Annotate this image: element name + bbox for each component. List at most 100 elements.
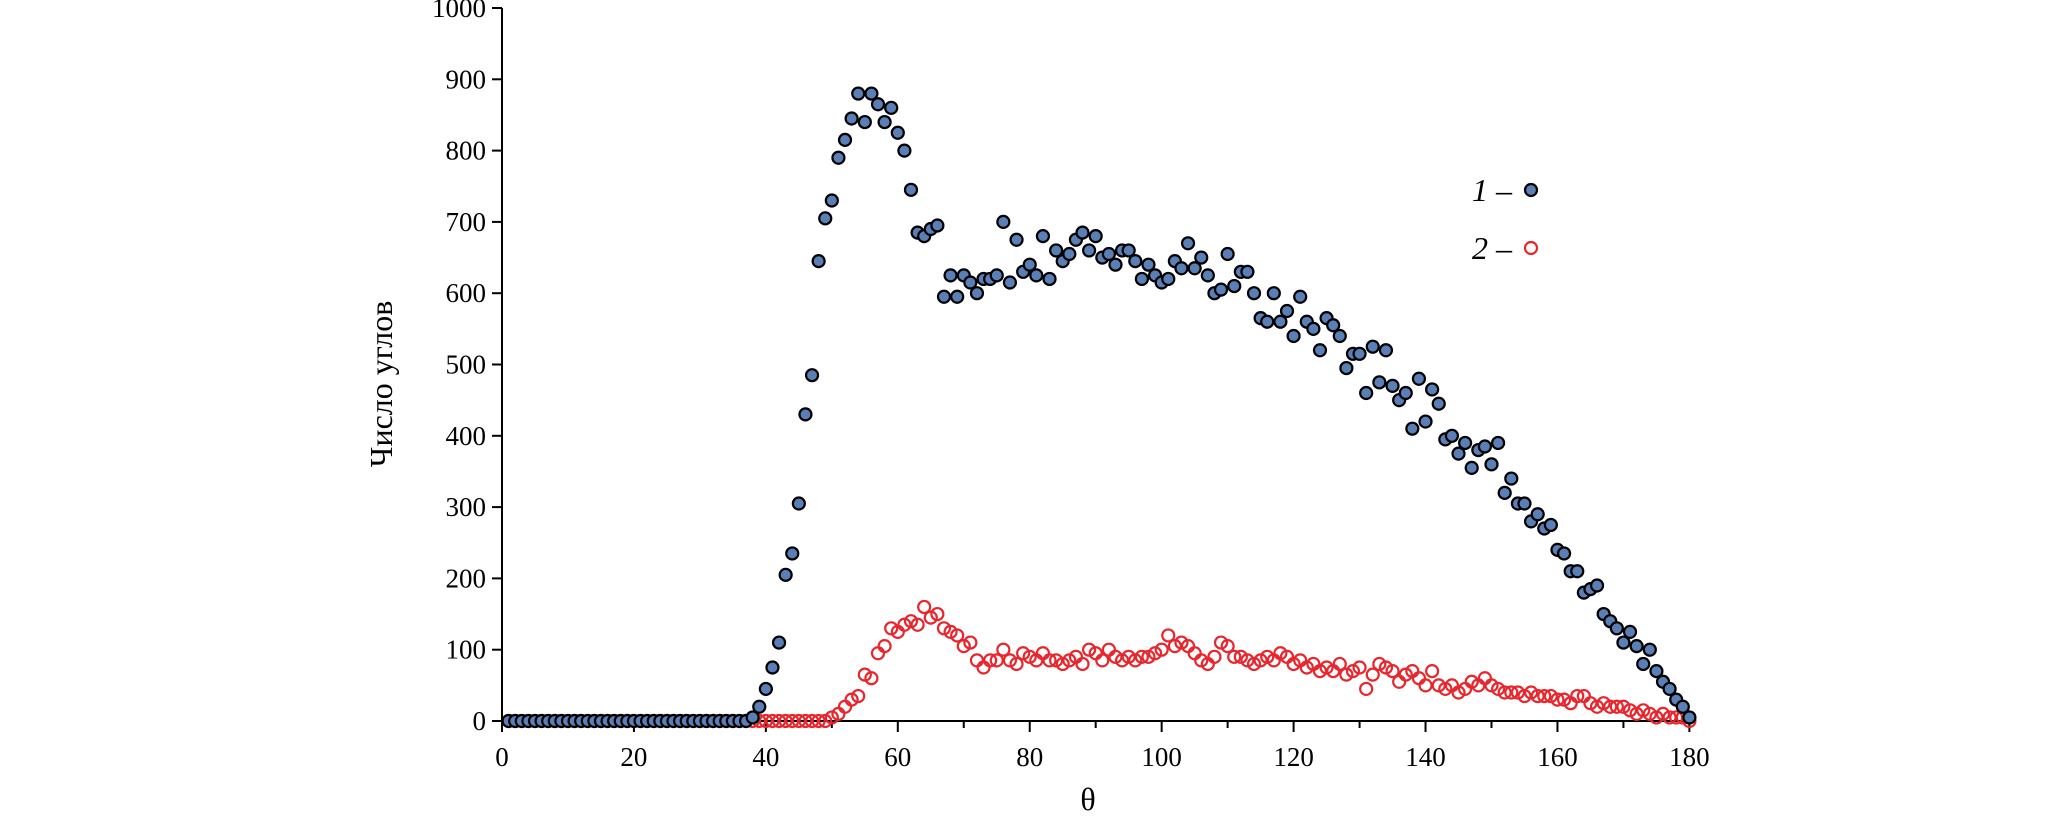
series-1-point <box>1108 257 1123 272</box>
series-1-point <box>1682 710 1697 725</box>
series-1-point <box>1134 271 1149 287</box>
series-1-point <box>1497 485 1512 500</box>
y-axis-title: Число углов <box>363 301 399 468</box>
legend-marker-2 <box>1523 240 1539 256</box>
series-1-point <box>798 407 813 422</box>
series-1-point <box>1194 250 1209 265</box>
series-2-point <box>791 713 806 729</box>
series-1-point <box>996 214 1011 229</box>
series-1-point <box>1517 496 1532 511</box>
series-1-point <box>1187 261 1202 276</box>
legend-label-2: 2 – <box>1472 230 1513 266</box>
data-points <box>501 86 1697 729</box>
x-tick-label: 180 <box>1669 742 1710 772</box>
series-1 <box>501 86 1697 729</box>
series-2-point <box>837 699 853 714</box>
series-1-point <box>1622 624 1638 639</box>
x-tick-label: 120 <box>1273 742 1314 772</box>
series-1-point <box>943 268 958 283</box>
series-1-point <box>1675 699 1690 714</box>
series-2-point <box>758 713 773 729</box>
series-1-point <box>1504 471 1519 486</box>
series-1-point <box>771 635 787 650</box>
series-1-point <box>1477 439 1493 454</box>
series-1-point <box>1570 564 1585 579</box>
x-axis-title: θ <box>1080 781 1095 817</box>
series-1-point <box>1240 264 1255 279</box>
series-2-point <box>1411 671 1427 686</box>
series-1-point <box>1213 282 1229 297</box>
series-2-point <box>785 713 800 729</box>
series-2-point <box>1075 656 1090 672</box>
series-1-point <box>1464 460 1479 475</box>
series-1-point <box>1411 371 1427 386</box>
series-1-point <box>1365 339 1380 354</box>
series-2-point <box>1392 674 1407 689</box>
series-1-point <box>897 143 912 158</box>
series-1-point <box>1359 385 1374 401</box>
series-1-point <box>1484 457 1499 472</box>
series-1-point <box>1088 229 1103 244</box>
series-1-point <box>1332 328 1347 344</box>
series-1-point <box>1662 681 1677 697</box>
series-1-point <box>930 218 945 233</box>
series-2-point <box>1035 646 1051 661</box>
series-1-point <box>745 710 760 725</box>
series-2-point <box>963 635 978 650</box>
series-2-point <box>798 713 813 729</box>
series-1-point <box>1273 314 1288 329</box>
series-1-point <box>1312 343 1328 358</box>
series-1-point <box>1490 435 1506 451</box>
series-1-point <box>864 86 879 101</box>
series-1-point <box>969 286 985 301</box>
series-1-point <box>804 368 820 383</box>
series-2-point <box>1418 678 1433 693</box>
series-1-point <box>1121 243 1136 258</box>
series-1-point <box>837 132 853 148</box>
series-1-point <box>877 114 892 130</box>
series-2-point <box>1220 639 1235 654</box>
x-tick-label: 40 <box>752 742 779 772</box>
series-1-point <box>1200 268 1215 283</box>
series-2-point <box>996 642 1011 657</box>
series-2-point <box>1603 699 1618 714</box>
legend-label-1: 1 – <box>1472 172 1513 208</box>
series-1-point <box>1589 578 1605 593</box>
series-1-point <box>1220 246 1235 262</box>
series-2-point <box>1669 710 1684 725</box>
x-tick-label: 0 <box>495 742 509 772</box>
series-2-point <box>910 617 925 632</box>
series-2-point <box>870 646 886 661</box>
series-2-point <box>1095 653 1110 668</box>
y-tick-label: 0 <box>473 706 487 736</box>
series-1-point <box>1161 271 1176 287</box>
series-1-point <box>1042 271 1057 287</box>
series-1-point <box>851 86 866 101</box>
series-1-point <box>963 275 978 290</box>
y-tick-label: 1000 <box>432 0 486 23</box>
series-1-point <box>950 289 965 304</box>
y-tick-label: 500 <box>446 350 487 380</box>
series-2-point <box>950 628 965 643</box>
series-1-point <box>870 97 886 112</box>
series-1-point <box>1556 546 1572 561</box>
y-tick-label: 600 <box>446 278 487 308</box>
series-1-point <box>791 496 806 511</box>
series-2-point <box>1207 649 1222 664</box>
series-2-point <box>765 713 780 729</box>
series-2-point <box>1497 685 1512 700</box>
series-2-point <box>864 671 879 686</box>
series-1-point <box>884 100 899 115</box>
series-2-point <box>811 713 826 729</box>
series-2 <box>501 599 1697 729</box>
series-1-point <box>1286 328 1301 344</box>
series-1-point <box>1075 225 1090 240</box>
x-tick-label: 80 <box>1016 742 1043 772</box>
x-tick-label: 60 <box>884 742 911 772</box>
series-1-point <box>785 546 800 561</box>
series-1-point <box>1049 243 1064 258</box>
series-2-point <box>851 688 866 704</box>
series-1-point <box>758 681 773 697</box>
series-1-point <box>1260 314 1275 329</box>
series-1-point <box>1002 275 1018 290</box>
